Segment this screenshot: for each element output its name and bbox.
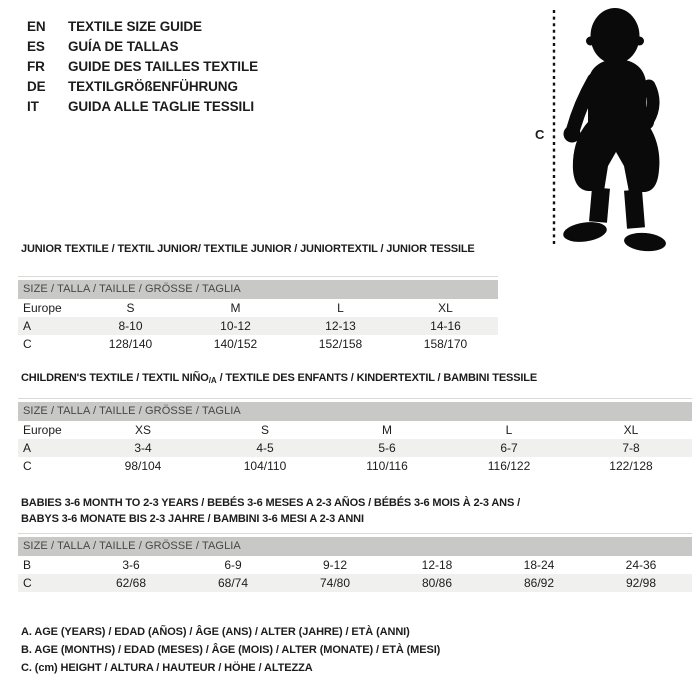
table-top-line — [18, 276, 498, 277]
language-code: EN — [27, 19, 46, 34]
age-cell: 12-13 — [325, 319, 356, 333]
age-cell: 8-10 — [118, 319, 143, 333]
section-title: CHILDREN'S TEXTILE / TEXTIL NIÑO/A / TEX… — [21, 372, 692, 387]
height-cell: 128/140 — [108, 337, 153, 351]
baby-silhouette-icon — [552, 8, 666, 252]
row-label: C — [23, 459, 32, 473]
language-row-es: ES GUÍA DE TALLAS — [27, 37, 258, 57]
measure-label-c: C — [535, 127, 545, 142]
size-cell: L — [505, 423, 513, 437]
size-cell: XL — [438, 301, 453, 315]
size-cell: S — [260, 423, 269, 437]
table-row-height: C 128/140 140/152 152/158 158/170 — [18, 335, 498, 353]
size-cell: M — [382, 423, 392, 437]
age-cell: 3-4 — [134, 441, 152, 455]
baby-silhouette-shape — [563, 8, 666, 252]
height-cell: 98/104 — [124, 459, 162, 473]
row-label: A — [23, 441, 32, 455]
language-title: TEXTILGRÖßENFÜHRUNG — [68, 79, 238, 94]
legend-notes: A. AGE (YEARS) / EDAD (AÑOS) / ÂGE (ANS)… — [21, 623, 440, 677]
age-cell: 10-12 — [220, 319, 251, 333]
children-size-table: SIZE / TALLA / TAILLE / GRÖSSE / TAGLIA … — [18, 398, 692, 475]
months-cell: 6-9 — [224, 558, 242, 572]
table-row-age: A 8-10 10-12 12-13 14-16 — [18, 317, 498, 335]
size-header-bar: SIZE / TALLA / TAILLE / GRÖSSE / TAGLIA — [18, 537, 692, 556]
language-code: FR — [27, 59, 45, 74]
size-cell: S — [126, 301, 135, 315]
table-row-europe: Europe XS S M L XL — [18, 421, 692, 439]
height-cell: 140/152 — [213, 337, 258, 351]
title-pre: CHILDREN'S TEXTILE / TEXTIL NIÑO — [21, 372, 209, 384]
height-cell: 158/170 — [423, 337, 468, 351]
language-row-en: EN TEXTILE SIZE GUIDE — [27, 17, 258, 37]
note-height-cm: C. (cm) HEIGHT / ALTURA / HAUTEUR / HÖHE… — [21, 662, 313, 674]
section-babies-textile: BABIES 3-6 MONTH TO 2-3 YEARS / BEBÉS 3-… — [18, 495, 692, 592]
height-cell: 122/128 — [609, 459, 653, 473]
height-cell: 116/122 — [487, 459, 531, 473]
height-measure-figure: C — [528, 4, 688, 256]
table-row-height: C 62/68 68/74 74/80 80/86 86/92 92/98 — [18, 574, 692, 592]
language-title: GUÍA DE TALLAS — [68, 39, 179, 54]
title-post: / TEXTILE DES ENFANTS / KINDERTEXTIL / B… — [216, 372, 538, 384]
table-row-age: A 3-4 4-5 5-6 6-7 7-8 — [18, 439, 692, 457]
age-cell: 7-8 — [622, 441, 640, 455]
months-cell: 18-24 — [523, 558, 555, 572]
note-age-years: A. AGE (YEARS) / EDAD (AÑOS) / ÂGE (ANS)… — [21, 626, 410, 638]
row-label: Europe — [23, 301, 62, 315]
height-cell: 104/110 — [243, 459, 287, 473]
size-header-bar: SIZE / TALLA / TAILLE / GRÖSSE / TAGLIA — [18, 280, 498, 299]
language-code: IT — [27, 99, 39, 114]
table-row-europe: Europe S M L XL — [18, 299, 498, 317]
junior-size-table: SIZE / TALLA / TAILLE / GRÖSSE / TAGLIA … — [18, 276, 498, 353]
months-cell: 12-18 — [421, 558, 453, 572]
babies-size-table: SIZE / TALLA / TAILLE / GRÖSSE / TAGLIA … — [18, 533, 692, 592]
language-row-de: DE TEXTILGRÖßENFÜHRUNG — [27, 77, 258, 97]
table-row-height: C 98/104 104/110 110/116 116/122 122/128 — [18, 457, 692, 475]
age-cell: 4-5 — [256, 441, 274, 455]
row-label: A — [23, 319, 32, 333]
months-cell: 3-6 — [122, 558, 140, 572]
row-label: Europe — [23, 423, 62, 437]
section-title: JUNIOR TEXTILE / TEXTIL JUNIOR/ TEXTILE … — [21, 243, 475, 255]
language-title-list: EN TEXTILE SIZE GUIDE ES GUÍA DE TALLAS … — [27, 17, 258, 117]
size-cell: XS — [134, 423, 151, 437]
size-cell: L — [337, 301, 344, 315]
height-cell: 92/98 — [625, 576, 657, 590]
language-title: GUIDE DES TAILLES TEXTILE — [68, 59, 259, 74]
language-row-it: IT GUIDA ALLE TAGLIE TESSILI — [27, 97, 258, 117]
language-code: ES — [27, 39, 45, 54]
age-cell: 14-16 — [430, 319, 461, 333]
title-subscript: /A — [208, 376, 217, 385]
height-cell: 62/68 — [115, 576, 147, 590]
row-label: C — [23, 576, 32, 590]
language-row-fr: FR GUIDE DES TAILLES TEXTILE — [27, 57, 258, 77]
language-code: DE — [27, 79, 46, 94]
height-cell: 110/116 — [366, 459, 408, 473]
height-cell: 80/86 — [421, 576, 453, 590]
table-top-line — [18, 398, 692, 399]
height-cell: 74/80 — [319, 576, 351, 590]
section-childrens-textile: CHILDREN'S TEXTILE / TEXTIL NIÑO/A / TEX… — [18, 372, 692, 475]
table-row-months: B 3-6 6-9 9-12 12-18 18-24 24-36 — [18, 556, 692, 574]
height-cell: 68/74 — [217, 576, 249, 590]
row-label: C — [23, 337, 32, 351]
size-cell: XL — [623, 423, 639, 437]
table-top-line — [18, 533, 692, 534]
height-cell: 86/92 — [523, 576, 555, 590]
language-title: TEXTILE SIZE GUIDE — [68, 19, 202, 34]
language-title: GUIDA ALLE TAGLIE TESSILI — [68, 99, 254, 114]
age-cell: 5-6 — [378, 441, 396, 455]
size-header-bar: SIZE / TALLA / TAILLE / GRÖSSE / TAGLIA — [18, 402, 692, 421]
months-cell: 24-36 — [625, 558, 657, 572]
months-cell: 9-12 — [322, 558, 348, 572]
size-cell: M — [230, 301, 241, 315]
note-age-months: B. AGE (MONTHS) / EDAD (MESES) / ÂGE (MO… — [21, 644, 441, 656]
section-title-line2: BABYS 3-6 MONATE BIS 2-3 JAHRE / BAMBINI… — [21, 513, 364, 525]
row-label: B — [23, 558, 32, 572]
height-cell: 152/158 — [318, 337, 363, 351]
age-cell: 6-7 — [500, 441, 518, 455]
section-title-line1: BABIES 3-6 MONTH TO 2-3 YEARS / BEBÉS 3-… — [21, 497, 520, 509]
section-junior-textile: JUNIOR TEXTILE / TEXTIL JUNIOR/ TEXTILE … — [18, 243, 498, 353]
